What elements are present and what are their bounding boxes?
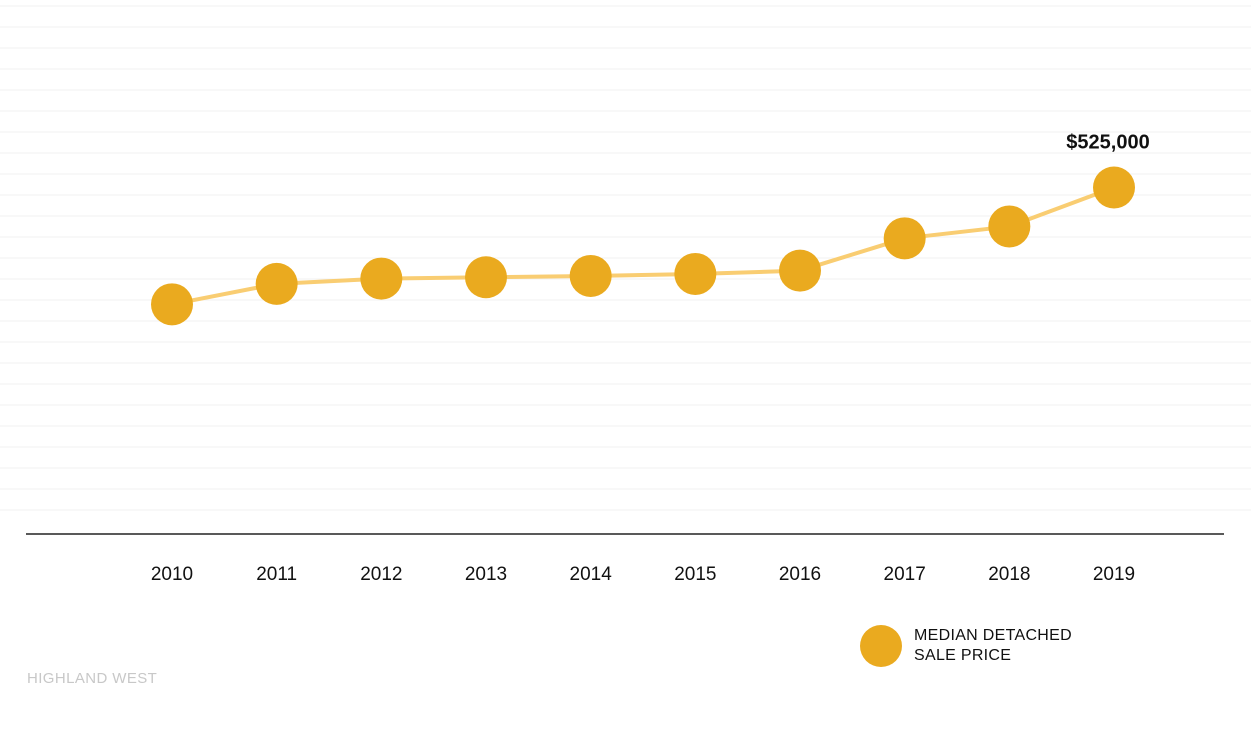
x-tick-label-2016: 2016: [779, 564, 821, 585]
data-point-2018: [988, 205, 1031, 248]
x-tick-label-2019: 2019: [1093, 564, 1135, 585]
legend-label: MEDIAN DETACHED SALE PRICE: [914, 626, 1072, 666]
x-tick-label-2010: 2010: [151, 564, 193, 585]
x-axis-tick-labels: 2010 2011 2012 2013 2014 2015 2016 2017 2018 2019: [151, 564, 1135, 585]
data-point-2016: [779, 249, 821, 292]
x-tick-label-2014: 2014: [570, 564, 613, 585]
data-point-2019: [1093, 166, 1135, 209]
x-tick-label-2015: 2015: [674, 564, 716, 585]
data-point-2014: [569, 254, 612, 297]
data-point-2013: [465, 256, 507, 299]
data-point-2011: [255, 262, 298, 305]
x-tick-label-2011: 2011: [256, 564, 297, 585]
data-point-2015: [674, 252, 717, 295]
data-point-2012: [360, 257, 403, 300]
legend-label-line-1: MEDIAN DETACHED: [914, 627, 1072, 644]
x-tick-label-2017: 2017: [884, 564, 926, 585]
x-tick-label-2013: 2013: [465, 564, 507, 585]
gridlines: [0, 5, 1251, 511]
x-tick-label-2012: 2012: [360, 564, 402, 585]
data-annotations: $525,000: [1066, 132, 1149, 154]
neighborhood-label: HIGHLAND WEST: [27, 670, 158, 687]
data-point-2010: [151, 283, 193, 326]
series-median-detached-sale-price: [151, 166, 1135, 326]
x-tick-label-2018: 2018: [988, 564, 1030, 585]
data-label-2019: $525,000: [1066, 132, 1149, 154]
data-point-2017: [883, 217, 926, 260]
series-line: [170, 185, 1116, 307]
legend-label-line-2: SALE PRICE: [914, 647, 1012, 664]
legend: MEDIAN DETACHED SALE PRICE: [860, 625, 1072, 667]
legend-swatch-marker: [860, 625, 902, 667]
